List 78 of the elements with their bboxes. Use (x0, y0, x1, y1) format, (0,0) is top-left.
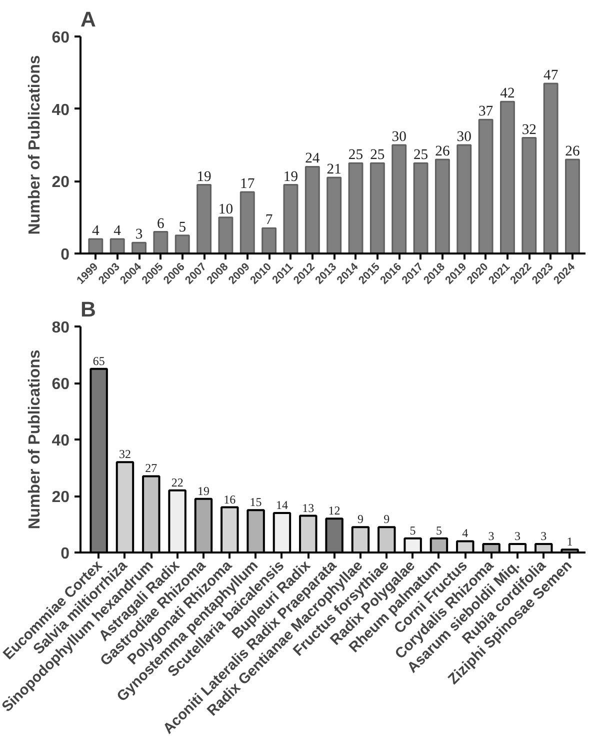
data-label: 65 (92, 354, 105, 368)
bar (348, 162, 364, 254)
data-label: 14 (276, 498, 288, 512)
bar (434, 158, 450, 254)
data-label: 5 (410, 523, 416, 538)
bar (456, 144, 472, 254)
data-label: 32 (118, 447, 131, 462)
chart-title: A (80, 8, 96, 32)
data-label: 9 (384, 512, 390, 526)
bar (262, 227, 277, 254)
bar (132, 242, 146, 254)
bar (500, 100, 515, 254)
data-label: 4 (114, 223, 122, 240)
y-tick-label: 40 (52, 102, 70, 119)
data-label: 16 (224, 492, 236, 506)
data-label: 21 (326, 162, 342, 178)
data-label: 25 (370, 147, 385, 164)
bar (110, 238, 125, 254)
data-label: 3 (488, 529, 494, 544)
data-label: 5 (436, 523, 442, 538)
data-label: 25 (348, 147, 364, 164)
data-label: 19 (197, 484, 210, 498)
bar (370, 162, 385, 254)
y-tick-label: 0 (60, 546, 70, 562)
data-label: 15 (250, 495, 262, 510)
data-label: 42 (500, 86, 515, 102)
bar (413, 162, 428, 254)
bar (543, 82, 558, 254)
data-label: 30 (392, 129, 406, 145)
bar (196, 184, 212, 254)
data-label: 30 (456, 129, 472, 145)
bar (304, 166, 320, 254)
data-label: 10 (218, 201, 234, 218)
y-axis-title: Number of Publications (26, 55, 44, 235)
data-label: 19 (196, 168, 212, 185)
data-label: 47 (543, 68, 558, 84)
data-label: 4 (92, 223, 100, 240)
data-label: 6 (157, 216, 164, 232)
y-axis-title: Number of Publications (26, 350, 44, 530)
bar (218, 216, 234, 254)
data-label: 32 (522, 122, 536, 138)
y-tick-label: 80 (52, 320, 70, 336)
bar (240, 191, 255, 254)
data-label: 7 (265, 212, 273, 228)
data-label: 13 (302, 500, 314, 515)
data-label: 37 (478, 104, 494, 120)
bar (326, 176, 342, 254)
bar (88, 238, 104, 254)
data-label: 27 (145, 461, 158, 476)
bar (153, 231, 168, 254)
y-tick-label: 60 (52, 376, 70, 393)
data-label: 22 (171, 475, 184, 490)
y-tick-label: 20 (52, 489, 70, 506)
y-tick-label: 60 (52, 30, 70, 46)
y-tick-label: 40 (52, 432, 70, 450)
bar (283, 184, 298, 254)
data-label: 5 (178, 219, 186, 236)
data-label: 25 (413, 147, 428, 164)
y-tick-label: 0 (60, 246, 70, 264)
data-label: 3 (135, 226, 143, 243)
data-label: 17 (240, 176, 255, 192)
bar (478, 118, 494, 254)
chart-title: B (80, 298, 96, 322)
y-tick-label: 20 (52, 174, 70, 192)
data-label: 9 (357, 512, 364, 526)
data-label: 3 (540, 529, 547, 544)
data-label: 4 (462, 526, 468, 540)
data-label: 19 (283, 168, 298, 185)
bar (565, 158, 580, 254)
data-label: 26 (435, 143, 450, 160)
data-label: 1 (566, 534, 573, 549)
data-label: 24 (305, 150, 320, 167)
data-label: 3 (514, 529, 520, 544)
bar (392, 144, 407, 254)
data-label: 26 (565, 143, 580, 160)
bar (174, 234, 190, 254)
bar (522, 137, 537, 254)
data-label: 12 (328, 504, 340, 518)
